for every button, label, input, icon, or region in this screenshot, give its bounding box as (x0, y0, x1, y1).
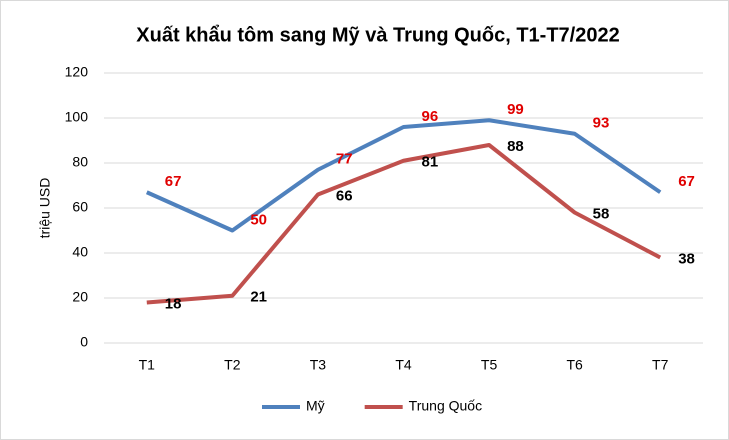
data-label: 38 (678, 250, 695, 267)
data-label: 96 (422, 108, 439, 125)
x-tick-label: T6 (566, 357, 583, 373)
y-tick-label: 120 (65, 64, 89, 80)
y-tick-label: 0 (80, 334, 88, 350)
x-tick-label: T7 (652, 357, 669, 373)
data-label: 18 (165, 295, 182, 312)
series-line (145, 118, 662, 233)
data-label: 88 (507, 138, 524, 155)
chart-title: Xuất khẩu tôm sang Mỹ và Trung Quốc, T1-… (136, 24, 619, 46)
data-label: 81 (422, 154, 439, 171)
y-tick-label: 100 (65, 109, 89, 125)
y-tick-label: 20 (72, 289, 88, 305)
x-tick-label: T5 (481, 357, 498, 373)
data-label: 50 (250, 211, 267, 228)
y-axis-label: triệu USD (37, 178, 53, 239)
y-tick-label: 80 (72, 154, 88, 170)
x-tick-label: T2 (224, 357, 241, 373)
x-tick-label: T4 (395, 357, 412, 373)
data-label: 67 (678, 173, 695, 190)
data-label: 67 (165, 173, 182, 190)
legend-label: Mỹ (306, 398, 325, 414)
series-line (146, 143, 662, 305)
legend-label: Trung Quốc (409, 398, 482, 414)
y-tick-label: 60 (72, 199, 88, 215)
data-label: 58 (593, 205, 610, 222)
y-tick-label: 40 (72, 244, 88, 260)
data-label: 93 (593, 115, 610, 132)
x-tick-label: T1 (139, 357, 156, 373)
data-label: 99 (507, 101, 524, 118)
data-label: 66 (336, 187, 353, 204)
x-tick-label: T3 (310, 357, 327, 373)
data-label: 77 (336, 151, 353, 168)
data-label: 21 (250, 289, 267, 306)
